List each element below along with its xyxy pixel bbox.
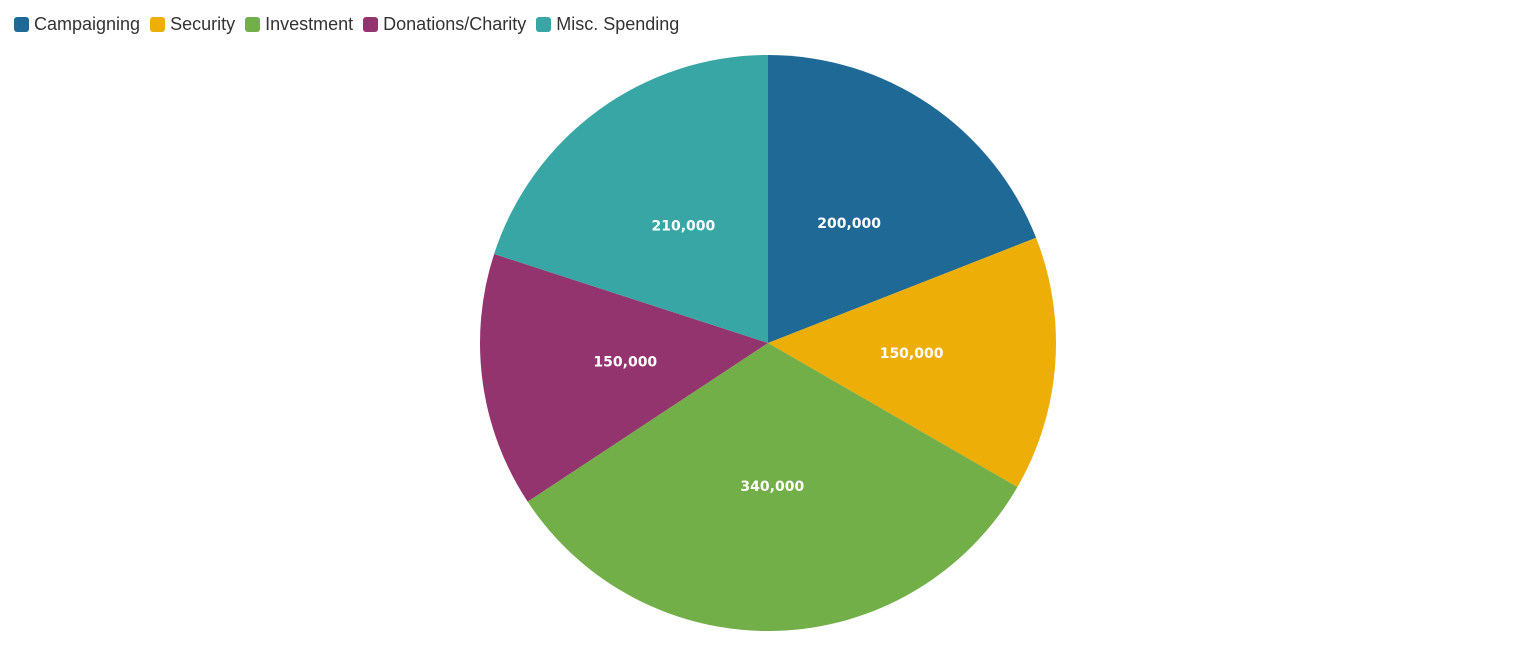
pie-slice-4[interactable] — [494, 55, 768, 343]
legend-swatch — [536, 16, 552, 32]
legend-swatch — [150, 16, 166, 32]
legend-label: Misc. Spending — [556, 13, 680, 34]
legend-item-4[interactable]: Misc. Spending — [536, 14, 679, 35]
legend-item-2[interactable]: Investment — [245, 14, 353, 35]
legend-item-1[interactable]: Security — [150, 14, 235, 35]
pie-slice-2[interactable] — [527, 343, 1018, 632]
legend-item-0[interactable]: Campaigning — [14, 14, 140, 35]
legend-item-3[interactable]: Donations/Charity — [363, 14, 526, 35]
legend-swatch — [363, 16, 379, 32]
pie-slice-3[interactable] — [480, 254, 768, 502]
legend-swatch — [14, 16, 29, 32]
pie-slice-0[interactable] — [768, 55, 1037, 343]
chart-legend: Campaigning Security Investment Donations/C… — [14, 13, 689, 35]
pie-slice-value-label: 210,000 — [651, 219, 715, 235]
pie-slice-labels: 200,000 150,000 340,000 150,000 210,000 — [593, 216, 943, 495]
legend-label: Donations/Charity — [383, 13, 527, 34]
legend-label: Campaigning — [34, 13, 141, 34]
pie-slices — [480, 55, 1057, 632]
pie-slice-value-label: 150,000 — [593, 354, 657, 370]
pie-slice-value-label: 150,000 — [880, 346, 944, 362]
legend-label: Investment — [265, 13, 354, 34]
pie-slice-value-label: 200,000 — [817, 216, 881, 232]
legend-label: Security — [170, 13, 236, 34]
legend-swatch — [245, 16, 261, 32]
pie-slice-value-label: 340,000 — [740, 479, 804, 495]
pie-slice-1[interactable] — [768, 237, 1057, 487]
